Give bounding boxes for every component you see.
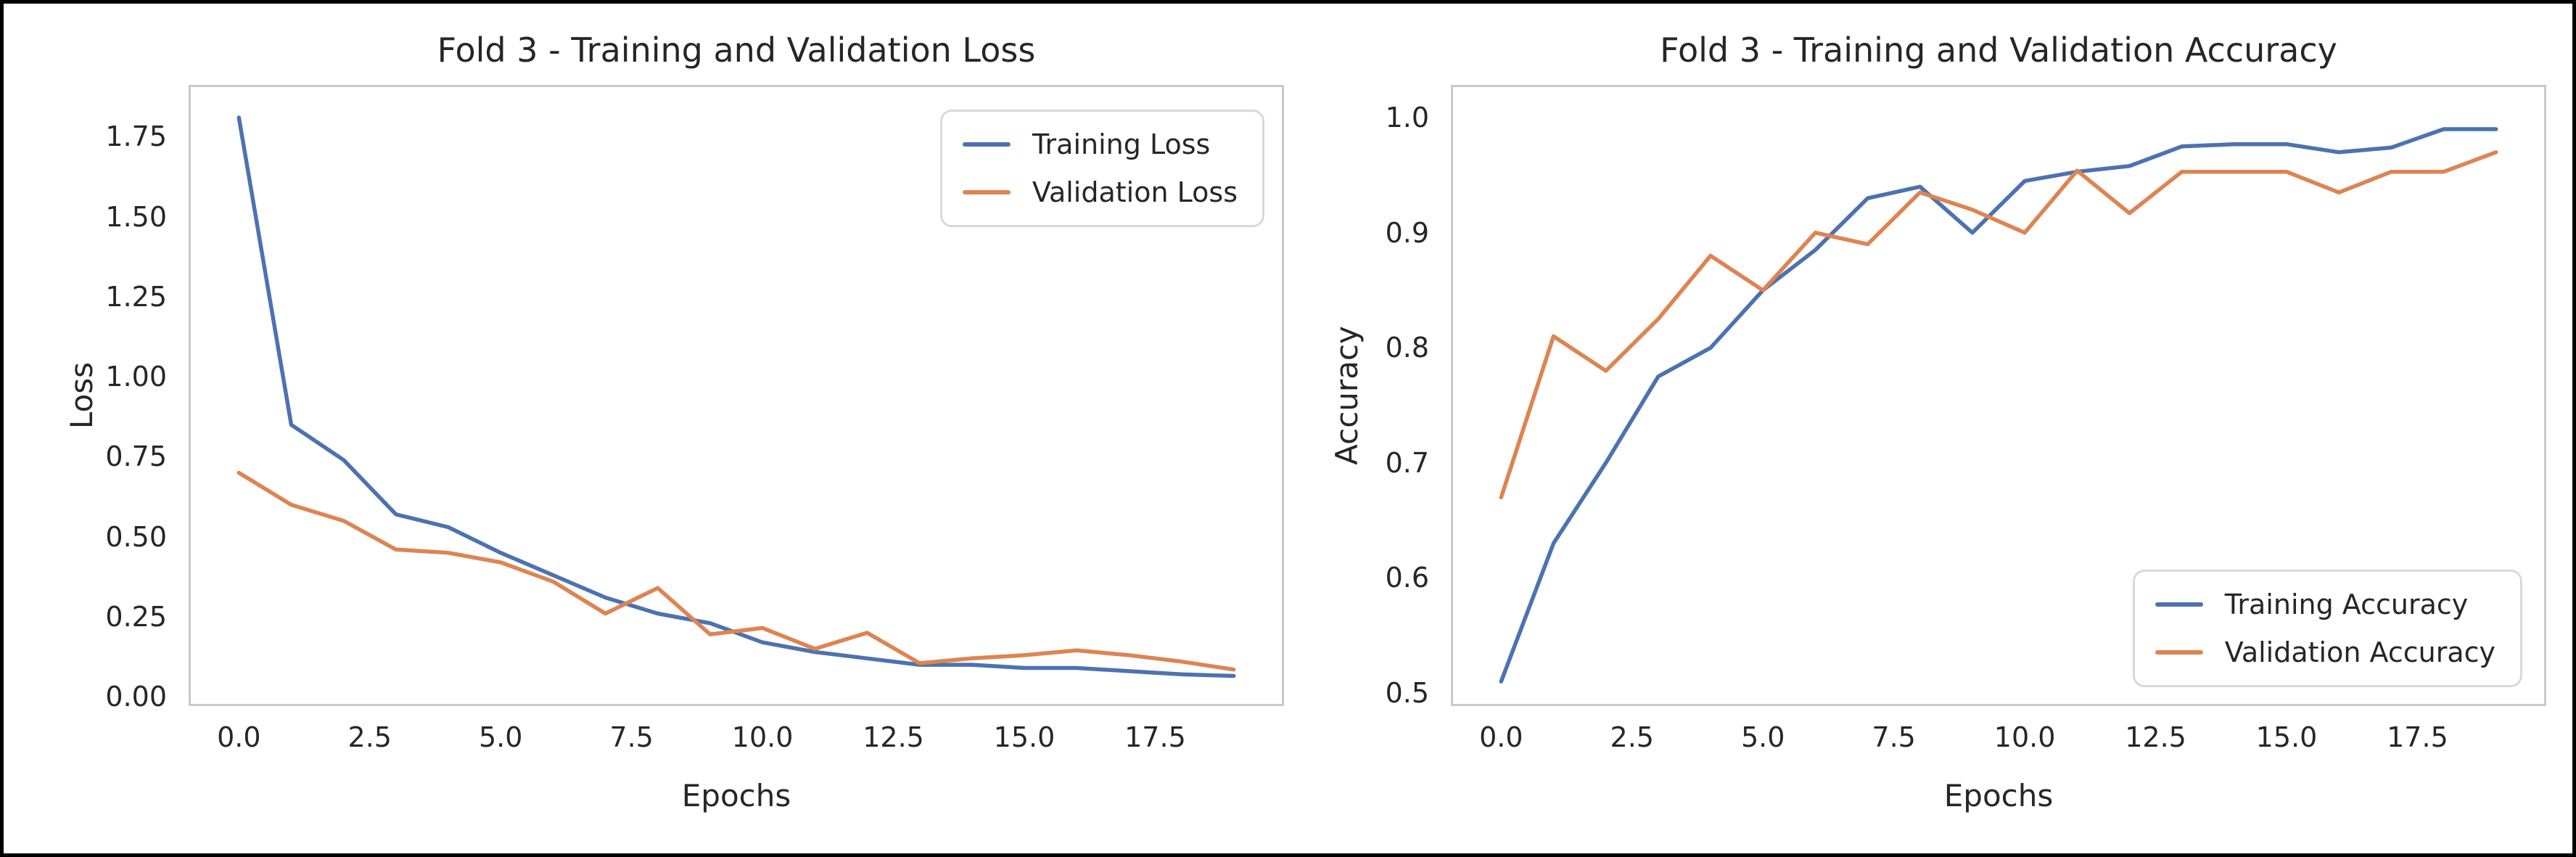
y-tick-label: 1.00 <box>105 361 167 393</box>
loss-x-axis-label: Epochs <box>681 778 791 813</box>
legend-row: Training Loss <box>962 126 1238 163</box>
y-tick-label: 0.50 <box>105 520 167 553</box>
x-tick-label: 7.5 <box>609 721 654 753</box>
y-tick-label: 1.25 <box>105 280 167 313</box>
x-tick-label: 10.0 <box>1993 721 2056 753</box>
validation-loss-line <box>236 470 1236 672</box>
loss-plot-area <box>189 85 1284 706</box>
accuracy-chart-title: Fold 3 - Training and Validation Accurac… <box>1660 30 2337 70</box>
loss-chart-title: Fold 3 - Training and Validation Loss <box>437 30 1036 70</box>
x-tick-label: 10.0 <box>731 721 794 753</box>
x-tick-label: 2.5 <box>347 721 392 753</box>
y-tick-label: 0.6 <box>1385 562 1429 594</box>
x-tick-label: 12.5 <box>2125 721 2186 753</box>
axes-spines <box>189 85 1284 706</box>
y-tick-label: 0.00 <box>105 681 167 713</box>
validation-accuracy-line <box>1499 150 2498 500</box>
accuracy-plot-area <box>1451 85 2546 706</box>
legend-row: Validation Loss <box>962 174 1238 210</box>
x-tick-label: 15.0 <box>2255 721 2318 753</box>
legend-label: Validation Accuracy <box>2224 636 2495 668</box>
y-tick-label: 0.5 <box>1385 676 1429 709</box>
accuracy-y-axis-label: Accuracy <box>1329 326 1365 465</box>
legend-label: Validation Loss <box>1032 176 1238 208</box>
loss-y-axis-label: Loss <box>64 361 99 430</box>
y-tick-label: 0.25 <box>105 600 167 633</box>
y-tick-label: 1.0 <box>1385 102 1429 134</box>
legend-row: Validation Accuracy <box>2155 634 2495 671</box>
x-tick-label: 17.5 <box>1124 721 1186 753</box>
x-tick-label: 5.0 <box>1740 721 1785 753</box>
legend-label: Training Loss <box>1032 128 1211 160</box>
validation-accuracy-line-icon <box>2155 650 2203 655</box>
x-tick-label: 2.5 <box>1610 721 1654 753</box>
y-tick-label: 0.8 <box>1385 332 1429 364</box>
x-tick-label: 5.0 <box>478 721 523 753</box>
loss-legend: Training Loss Validation Loss <box>939 110 1264 227</box>
x-tick-label: 0.0 <box>1479 721 1523 753</box>
y-tick-label: 1.75 <box>105 120 167 153</box>
legend-row: Training Accuracy <box>2155 586 2495 623</box>
accuracy-legend: Training Accuracy Validation Accuracy <box>2132 570 2522 687</box>
training-loss-line-icon <box>962 142 1011 147</box>
y-tick-label: 0.75 <box>105 440 167 473</box>
training-accuracy-line <box>1499 127 2498 684</box>
validation-loss-line-icon <box>962 190 1011 194</box>
y-tick-label: 0.7 <box>1385 446 1429 479</box>
training-accuracy-line-icon <box>2155 602 2203 607</box>
x-tick-label: 15.0 <box>993 721 1055 753</box>
legend-label: Training Accuracy <box>2224 589 2469 620</box>
axes-spines <box>1451 85 2546 706</box>
x-tick-label: 0.0 <box>217 721 261 753</box>
y-tick-label: 1.50 <box>105 200 167 233</box>
y-tick-label: 0.9 <box>1385 216 1429 249</box>
x-tick-label: 7.5 <box>1872 721 1916 753</box>
accuracy-x-axis-label: Epochs <box>1943 778 2054 813</box>
x-tick-label: 12.5 <box>863 721 924 753</box>
x-tick-label: 17.5 <box>2387 721 2448 753</box>
